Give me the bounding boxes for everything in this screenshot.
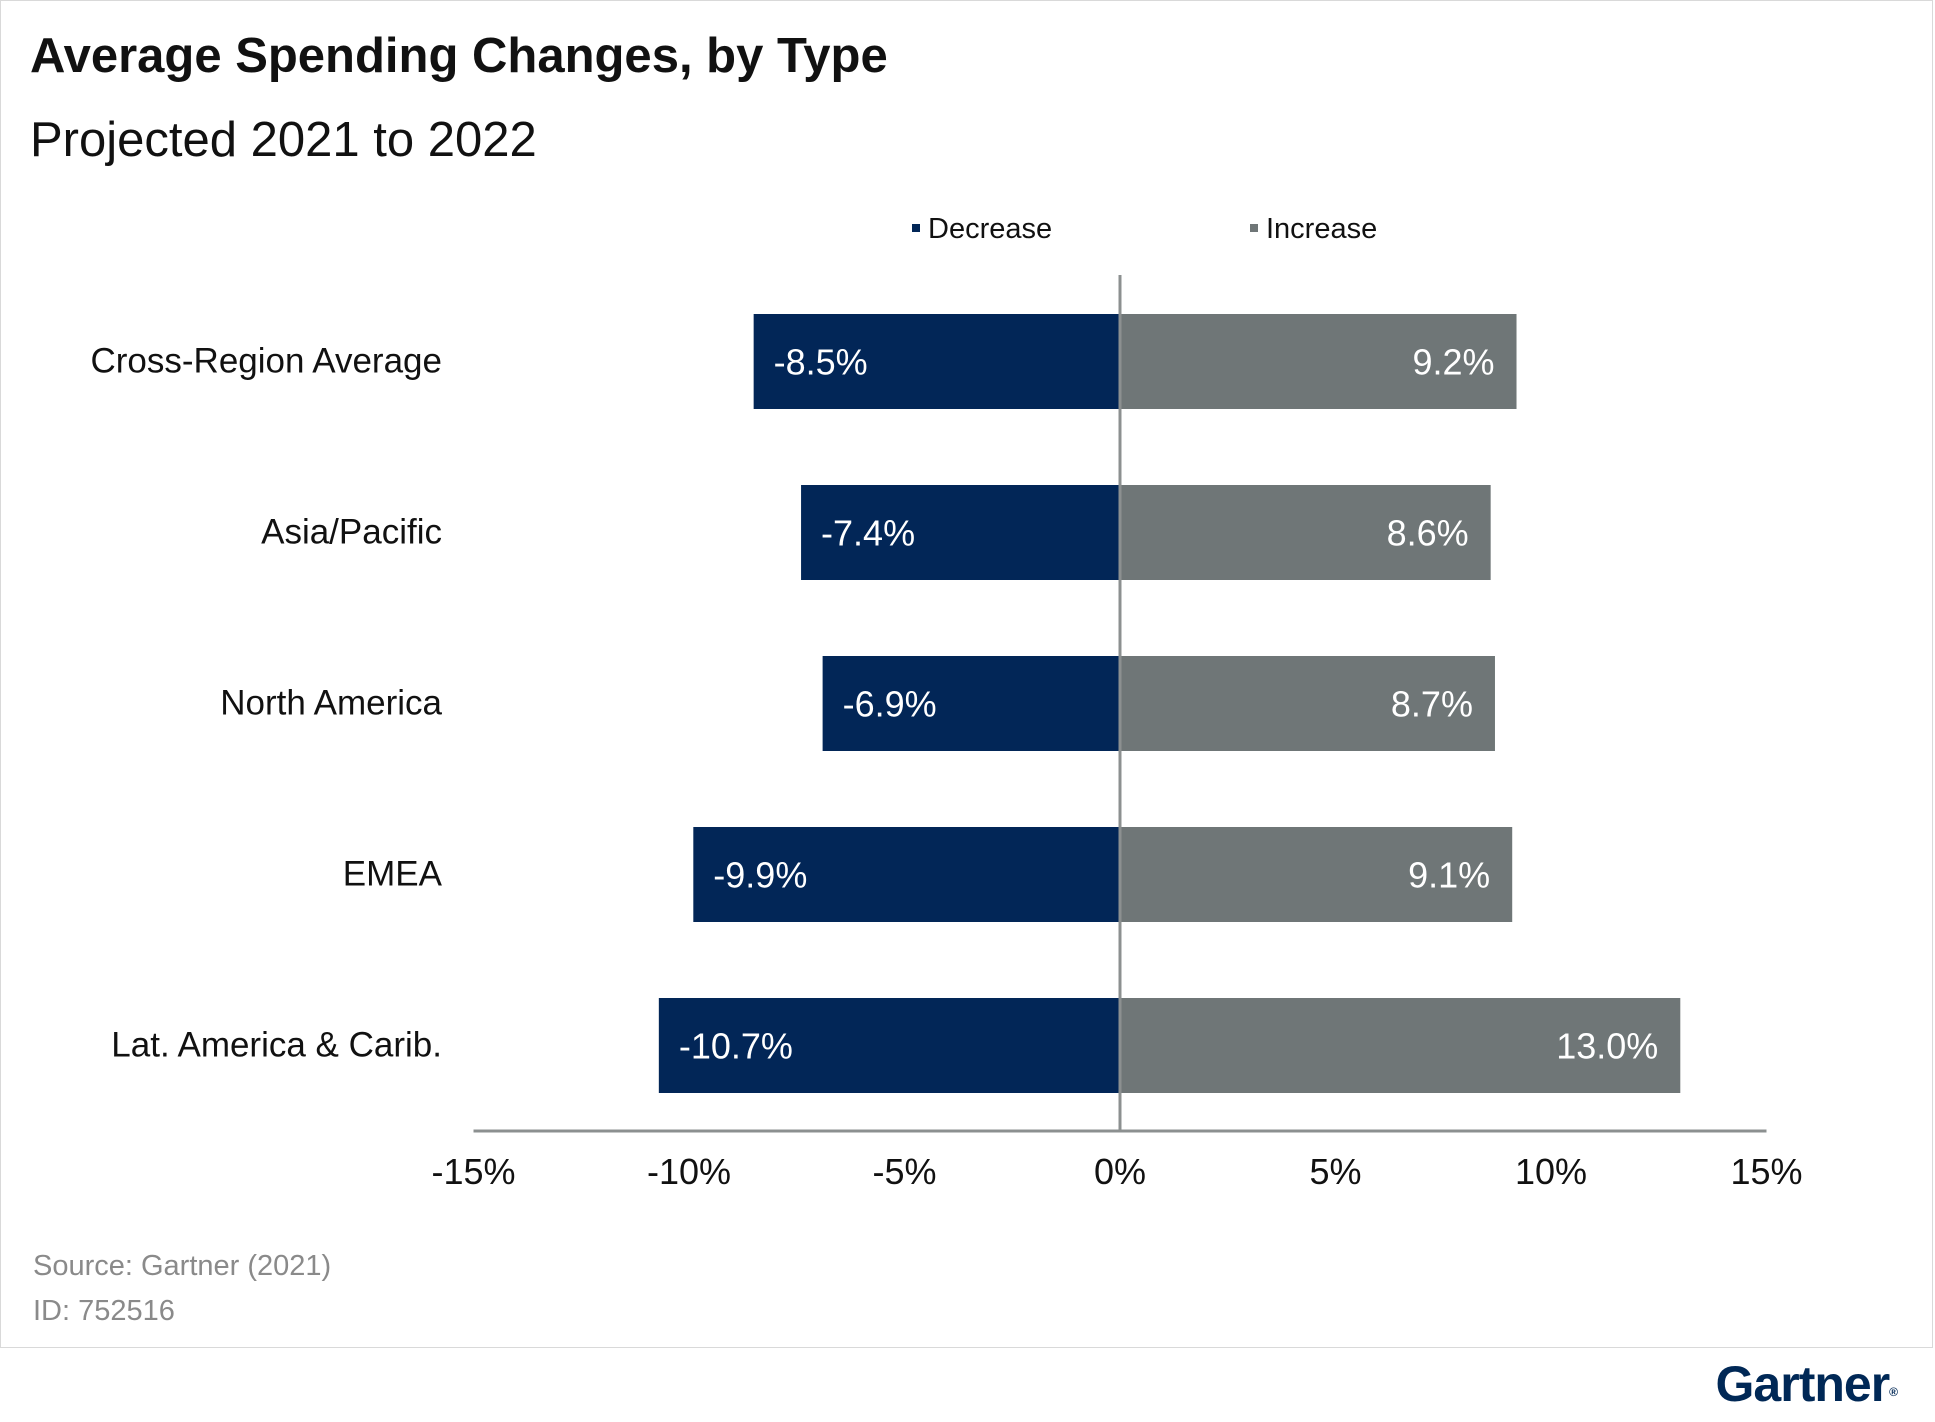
x-tick-label: 0% [1094, 1151, 1146, 1192]
data-label-increase: 8.6% [1387, 513, 1469, 554]
data-label-decrease: -9.9% [713, 855, 807, 896]
category-label: Lat. America & Carib. [111, 1026, 442, 1065]
data-label-increase: 13.0% [1556, 1026, 1658, 1067]
bar-decrease [693, 827, 1120, 922]
category-label: Cross-Region Average [91, 342, 443, 381]
legend-label-increase: Increase [1266, 213, 1377, 245]
x-tick-label: -10% [647, 1151, 731, 1192]
chart-frame [0, 0, 1933, 1348]
x-tick-label: 15% [1730, 1151, 1802, 1192]
category-label: North America [220, 684, 442, 723]
x-tick-label: 5% [1309, 1151, 1361, 1192]
diverging-bar-chart: Decrease Increase Cross-Region Average -8.5… [91, 213, 1803, 1192]
legend-label-decrease: Decrease [928, 213, 1052, 245]
data-label-decrease: -7.4% [821, 513, 915, 554]
legend-swatch-increase [1250, 224, 1258, 232]
data-label-increase: 8.7% [1391, 684, 1473, 725]
bar-increase [1120, 998, 1681, 1093]
category-label: Asia/Pacific [261, 513, 442, 552]
category-label: EMEA [343, 855, 443, 894]
bar-decrease [658, 998, 1120, 1093]
data-label-decrease: -8.5% [774, 342, 868, 383]
bar-increase [1120, 656, 1495, 751]
data-label-increase: 9.1% [1408, 855, 1490, 896]
legend-swatch-decrease [912, 224, 920, 232]
x-tick-label: -15% [431, 1151, 515, 1192]
bar-decrease [801, 485, 1120, 580]
bar-increase [1120, 485, 1491, 580]
bar-decrease [822, 656, 1120, 751]
x-tick-label: 10% [1515, 1151, 1587, 1192]
data-label-increase: 9.2% [1412, 342, 1494, 383]
chart-subtitle: Projected 2021 to 2022 [30, 113, 537, 167]
bar-increase [1120, 314, 1517, 409]
chart-id-note: ID: 752516 [33, 1295, 175, 1327]
gartner-logo: Gartner® [1715, 1356, 1898, 1412]
x-tick-label: -5% [872, 1151, 936, 1192]
bar-decrease [753, 314, 1120, 409]
chart-title: Average Spending Changes, by Type [30, 29, 888, 83]
data-label-decrease: -6.9% [843, 684, 937, 725]
bar-increase [1120, 827, 1513, 922]
source-note: Source: Gartner (2021) [33, 1250, 332, 1282]
data-label-decrease: -10.7% [679, 1026, 793, 1067]
